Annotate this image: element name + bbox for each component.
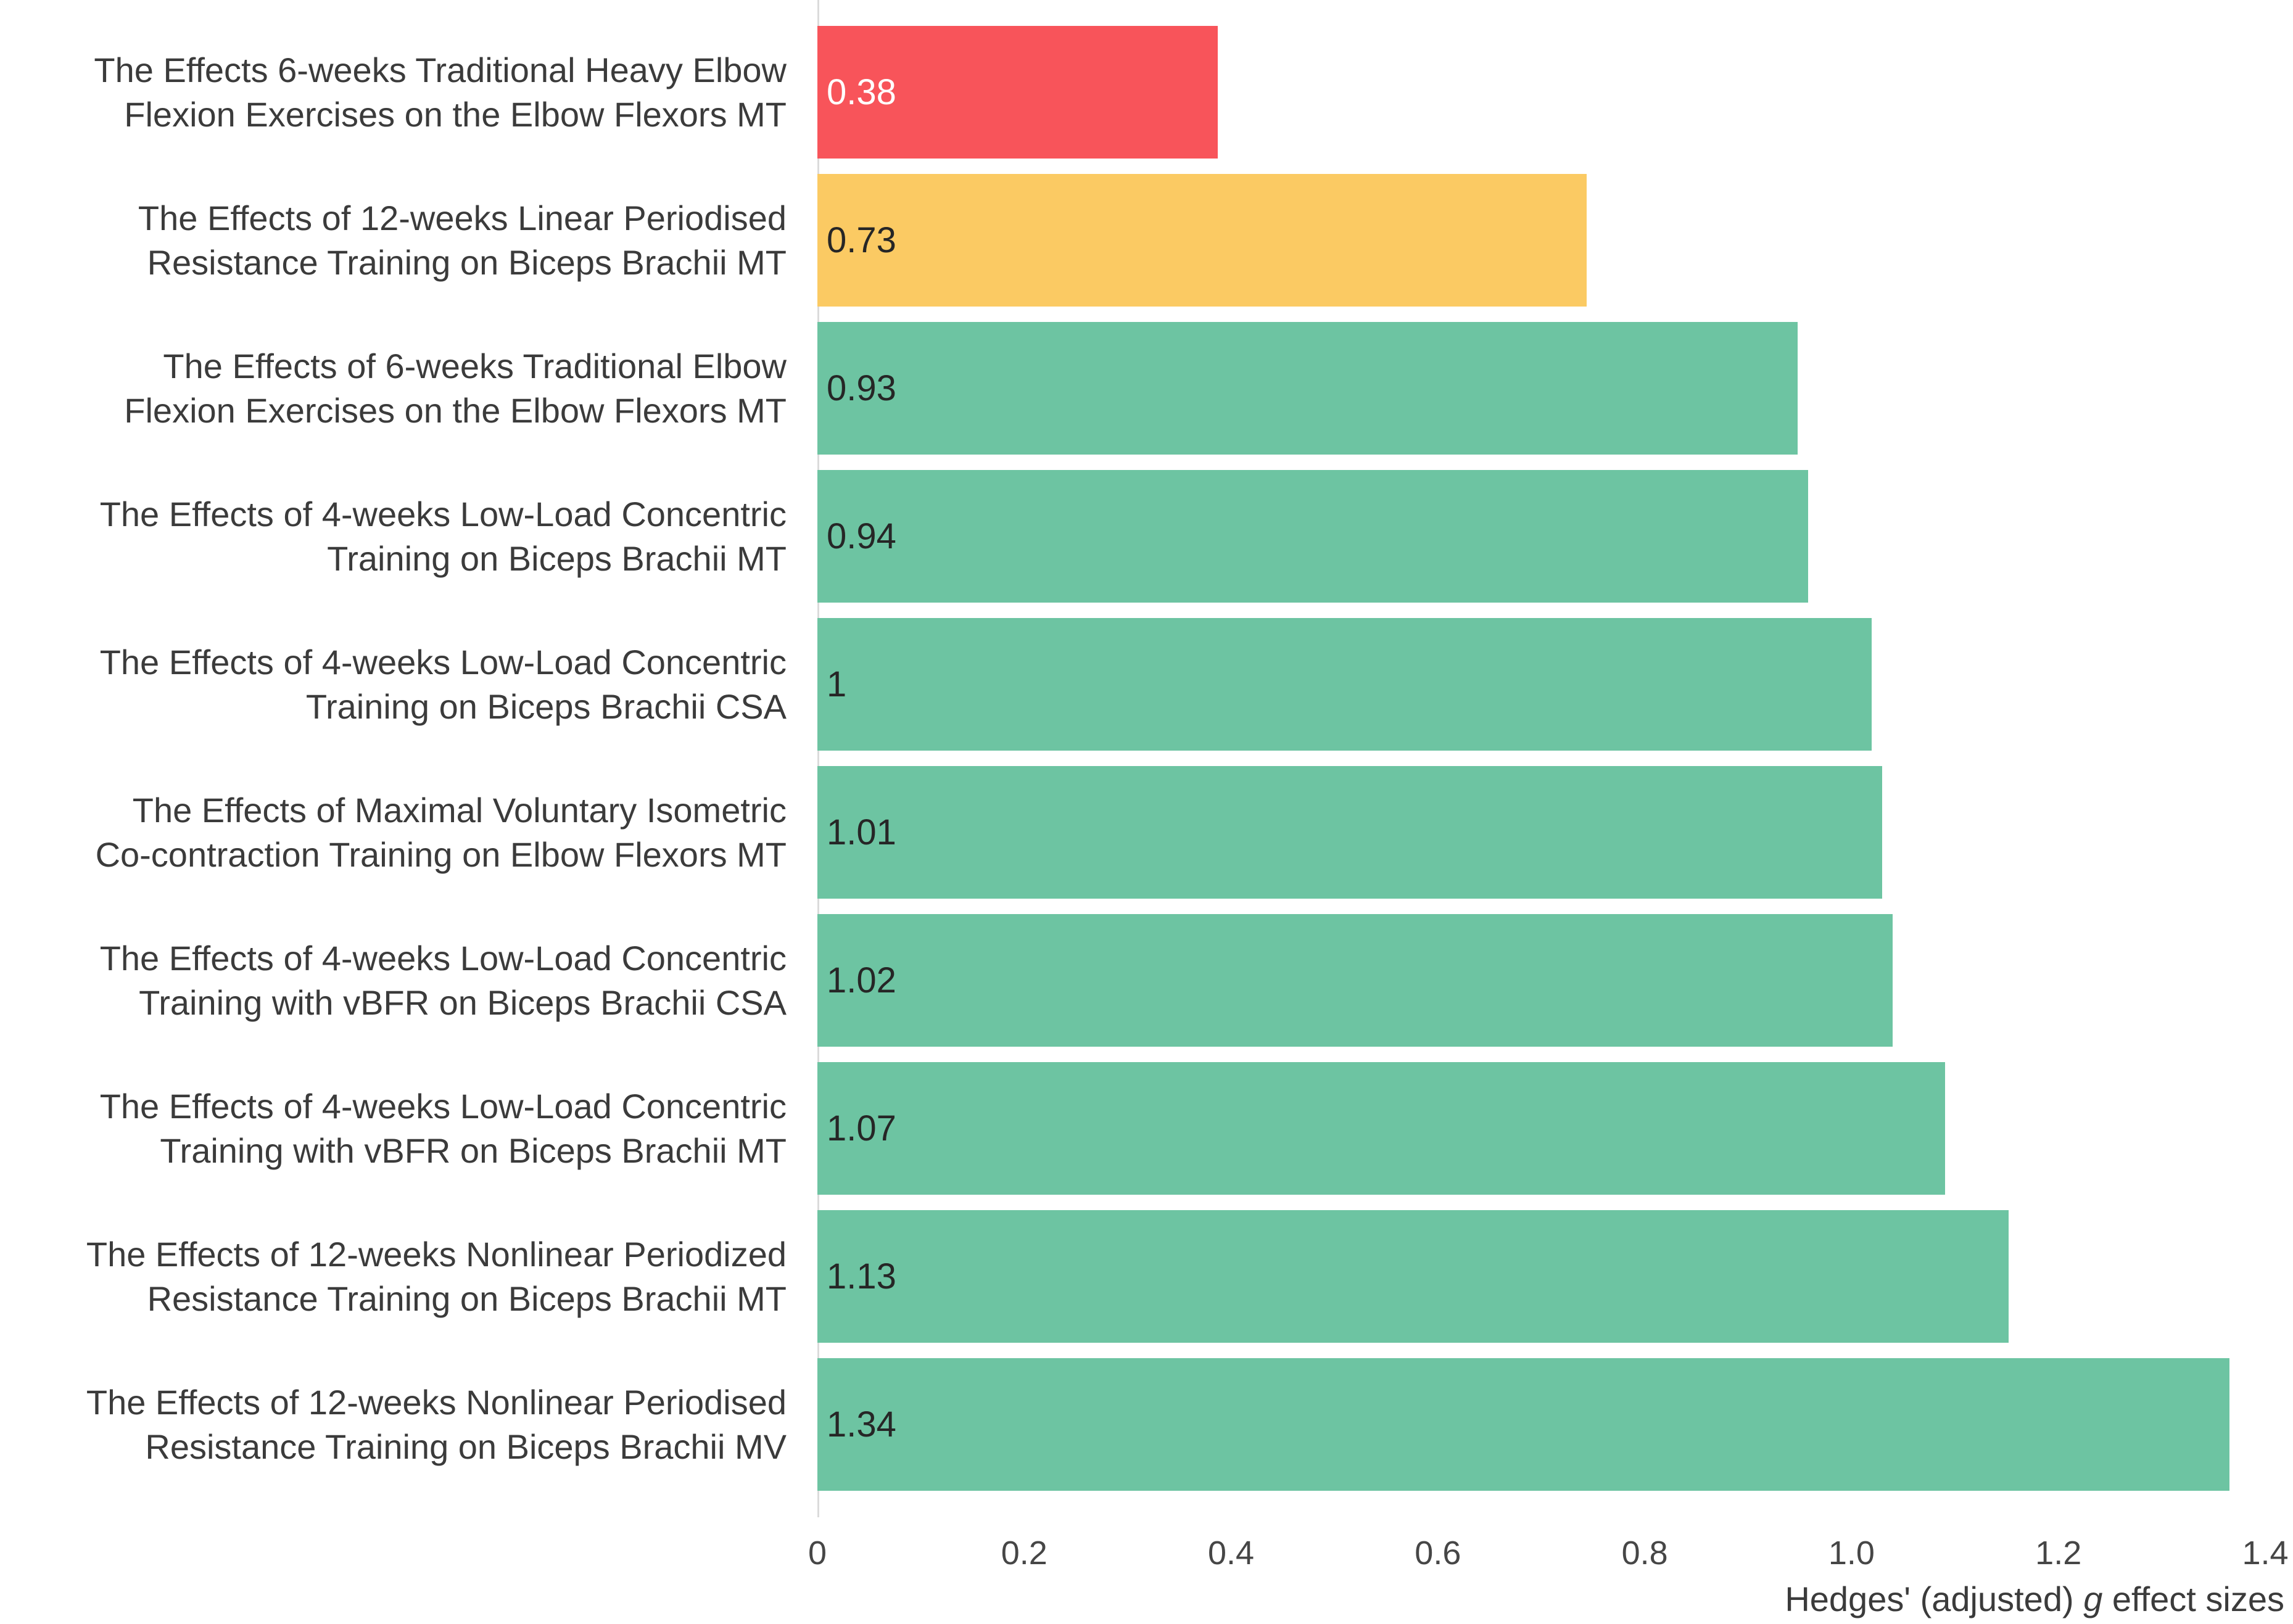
x-axis-tick-label: 1.4 [2242, 1535, 2289, 1572]
category-label: The Effects 6-weeks Traditional Heavy El… [94, 51, 787, 134]
bar: 1.34 [817, 1358, 2229, 1491]
category-label: The Effects of 12-weeks Linear Periodise… [138, 199, 787, 282]
x-axis-tick-label: 1.0 [1828, 1535, 1875, 1572]
bar: 1 [817, 618, 1872, 751]
bar-value-label: 1.02 [827, 960, 896, 1000]
bar-value-label: 0.73 [827, 220, 896, 260]
bar: 1.07 [817, 1062, 1945, 1195]
category-label: The Effects of 6-weeks Traditional Elbow… [124, 347, 787, 430]
bar: 0.94 [817, 470, 1808, 603]
x-axis-tick-label: 0.8 [1621, 1535, 1668, 1572]
bar: 1.02 [817, 914, 1893, 1047]
x-axis-tick-label: 1.2 [2035, 1535, 2082, 1572]
category-label: The Effects of 12-weeks Nonlinear Period… [86, 1383, 787, 1466]
bar-value-label: 1.13 [827, 1256, 896, 1296]
category-label: The Effects of 4-weeks Low-Load Concentr… [99, 939, 787, 1022]
bar-value-label: 0.94 [827, 516, 896, 556]
category-label: The Effects of 4-weeks Low-Load Concentr… [99, 643, 787, 726]
bar-value-label: 1.01 [827, 812, 896, 852]
bar-value-label: 0.93 [827, 368, 896, 408]
category-label: The Effects of 12-weeks Nonlinear Period… [86, 1235, 787, 1318]
x-axis-title: Hedges' (adjusted) g effect sizes [1785, 1579, 2284, 1619]
bar: 0.93 [817, 322, 1798, 455]
x-axis-title-suffix: effect sizes [2102, 1580, 2284, 1618]
bar: 0.38 [817, 26, 1218, 159]
bar-value-label: 1.07 [827, 1108, 896, 1148]
x-axis-title-italic-g: g [2083, 1580, 2103, 1618]
bar: 0.73 [817, 174, 1587, 307]
bar-value-label: 1 [827, 664, 847, 704]
x-axis-tick-label: 0.4 [1208, 1535, 1255, 1572]
bar: 1.13 [817, 1210, 2009, 1343]
category-label: The Effects of 4-weeks Low-Load Concentr… [99, 495, 787, 578]
x-axis-title-prefix: Hedges' (adjusted) [1785, 1580, 2084, 1618]
category-label: The Effects of Maximal Voluntary Isometr… [95, 791, 787, 874]
x-axis-tick-label: 0.2 [1001, 1535, 1047, 1572]
category-label: The Effects of 4-weeks Low-Load Concentr… [99, 1087, 787, 1170]
x-axis-tick-label: 0 [808, 1535, 827, 1572]
x-axis-tick-label: 0.6 [1415, 1535, 1461, 1572]
y-axis-line [817, 0, 819, 1517]
bar-value-label: 0.38 [827, 72, 896, 112]
bar: 1.01 [817, 766, 1882, 899]
bar-value-label: 1.34 [827, 1404, 896, 1445]
